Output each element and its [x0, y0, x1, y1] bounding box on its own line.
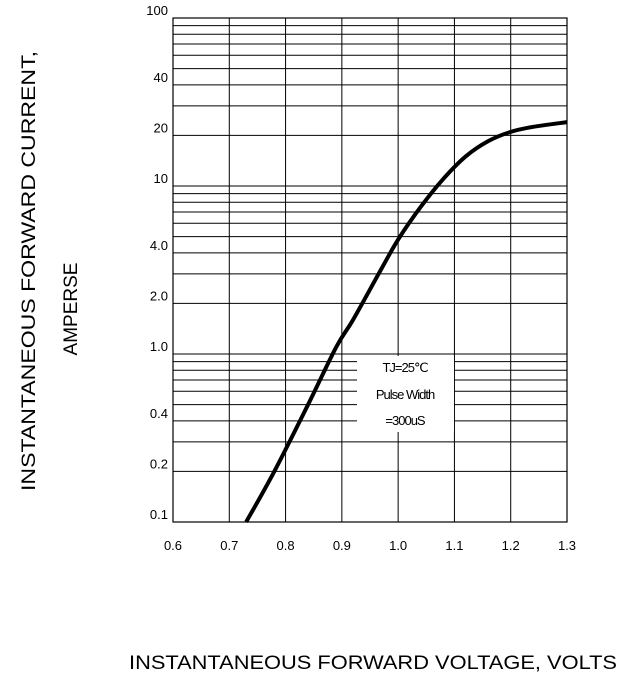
y-tick-label: 10	[154, 171, 168, 186]
x-tick-labels: 0.6 0.7 0.8 0.9 1.0 1.1 1.2 1.3	[164, 538, 576, 553]
y-tick-label: 1.0	[150, 339, 168, 354]
y-tick-label: 0.4	[150, 406, 168, 421]
note-line-1: TJ=25℃	[382, 360, 427, 375]
x-tick-label: 1.0	[389, 538, 407, 553]
plot-frame	[172, 17, 568, 523]
y-axis-title-line-1: INSTANTANEOUS FORWARD CURRENT,	[19, 51, 40, 491]
x-tick-label: 1.1	[445, 538, 463, 553]
note-background	[357, 356, 454, 432]
y-tick-label: 20	[154, 120, 168, 135]
y-tick-label: 0.1	[150, 507, 168, 522]
series	[244, 120, 568, 523]
y-tick-label: 40	[154, 70, 168, 85]
note-line-3: =300uS	[385, 413, 426, 428]
x-tick-label: 0.8	[277, 538, 295, 553]
x-tick-label: 0.9	[333, 538, 351, 553]
y-axis-title-line-2: AMPERSE	[61, 263, 82, 356]
x-tick-label: 1.2	[502, 538, 520, 553]
y-tick-label: 0.2	[150, 456, 168, 471]
test-conditions-note: TJ=25℃ Pulse Width =300uS	[357, 356, 454, 432]
x-tick-label: 1.3	[558, 538, 576, 553]
grid	[172, 17, 568, 523]
x-axis-title: INSTANTANEOUS FORWARD VOLTAGE, VOLTS	[129, 653, 617, 673]
note-line-2: Pulse Width	[376, 387, 435, 402]
y-tick-label: 100	[146, 3, 168, 18]
y-tick-label: 2.0	[150, 288, 168, 303]
series-line-forward-current	[244, 120, 568, 523]
y-tick-labels: 100 40 20 10 4.0 2.0 1.0 0.4 0.2 0.1	[146, 3, 168, 522]
x-tick-label: 0.6	[164, 538, 182, 553]
y-tick-label: 4.0	[150, 238, 168, 253]
x-tick-label: 0.7	[220, 538, 238, 553]
